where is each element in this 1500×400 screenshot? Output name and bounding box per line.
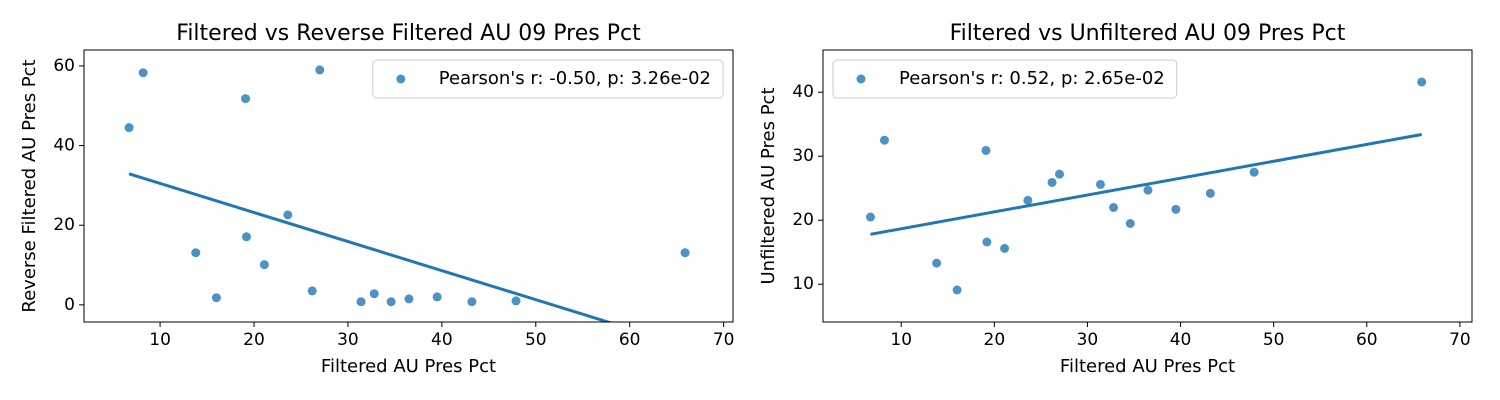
x-tick-label: 30 (1077, 330, 1099, 350)
trend-line (128, 172, 613, 322)
y-tick-label: 30 (792, 146, 814, 166)
x-tick-label: 70 (713, 330, 735, 350)
legend: Pearson's r: 0.52, p: 2.65e-02 (832, 59, 1178, 99)
x-tick-label: 30 (337, 330, 359, 350)
data-point (865, 212, 875, 222)
axes-frame (822, 49, 1473, 323)
y-tick-label: 20 (792, 210, 814, 230)
y-tick-label: 40 (792, 82, 814, 102)
legend-marker (856, 74, 866, 84)
data-point (932, 258, 942, 268)
data-point (315, 65, 325, 75)
data-point (981, 145, 991, 155)
legend-label: Pearson's r: -0.50, p: 3.26e-02 (439, 68, 711, 89)
data-point (259, 260, 269, 270)
data-point (404, 294, 414, 304)
data-point (211, 293, 221, 303)
data-point (1095, 179, 1105, 189)
data-point (191, 248, 201, 258)
plot-area (124, 65, 690, 322)
data-point (1249, 167, 1259, 177)
data-point (467, 297, 477, 307)
data-point (1417, 77, 1427, 87)
y-tick-label: 20 (53, 215, 75, 235)
data-point (982, 237, 992, 247)
x-tick-label: 50 (525, 330, 547, 350)
data-point (356, 297, 366, 307)
plot-area (865, 77, 1427, 295)
y-axis-label: Unfiltered AU Pres Pct (758, 87, 779, 284)
data-point (952, 285, 962, 295)
data-point (241, 232, 251, 242)
x-axis-label: Filtered AU Pres Pct (321, 356, 496, 377)
data-point (1125, 218, 1135, 228)
x-tick-label: 50 (1263, 330, 1285, 350)
data-point (1171, 204, 1181, 214)
data-point (369, 289, 379, 299)
data-point (1047, 177, 1057, 187)
chart-title: Filtered vs Reverse Filtered AU 09 Pres … (176, 21, 641, 46)
x-tick-label: 10 (149, 330, 171, 350)
data-point (1205, 188, 1215, 198)
y-tick-label: 40 (53, 136, 75, 156)
legend-frame (372, 59, 724, 99)
x-tick-label: 40 (1170, 330, 1192, 350)
chart-title: Filtered vs Unfiltered AU 09 Pres Pct (950, 21, 1346, 46)
x-tick-label: 60 (1356, 330, 1378, 350)
x-tick-label: 70 (1449, 330, 1471, 350)
x-tick-label: 10 (890, 330, 912, 350)
data-point (386, 297, 396, 307)
x-tick-label: 20 (984, 330, 1006, 350)
data-point (1000, 243, 1010, 253)
data-point (511, 296, 521, 306)
legend: Pearson's r: -0.50, p: 3.26e-02 (372, 59, 724, 99)
data-point (283, 210, 293, 220)
data-point (1143, 185, 1153, 195)
data-point (241, 94, 251, 104)
data-point (1023, 195, 1033, 205)
y-axis-label: Reverse Filtered AU Pres Pct (19, 59, 40, 312)
trend-line (870, 133, 1422, 236)
data-point (680, 248, 690, 258)
data-point (879, 135, 889, 145)
data-point (1055, 169, 1065, 179)
data-point (138, 68, 148, 78)
legend-marker (396, 74, 406, 84)
x-tick-label: 60 (619, 330, 641, 350)
y-tick-label: 60 (53, 56, 75, 76)
axes-frame (83, 49, 734, 323)
data-point (1109, 202, 1119, 212)
y-tick-label: 10 (792, 274, 814, 294)
data-point (432, 292, 442, 302)
x-tick-label: 40 (431, 330, 453, 350)
x-axis-label: Filtered AU Pres Pct (1060, 356, 1235, 377)
y-tick-label: 0 (64, 295, 75, 315)
x-tick-label: 20 (243, 330, 265, 350)
data-point (124, 123, 134, 133)
legend-frame (832, 59, 1178, 99)
legend-label: Pearson's r: 0.52, p: 2.65e-02 (899, 68, 1165, 89)
data-point (307, 286, 317, 296)
